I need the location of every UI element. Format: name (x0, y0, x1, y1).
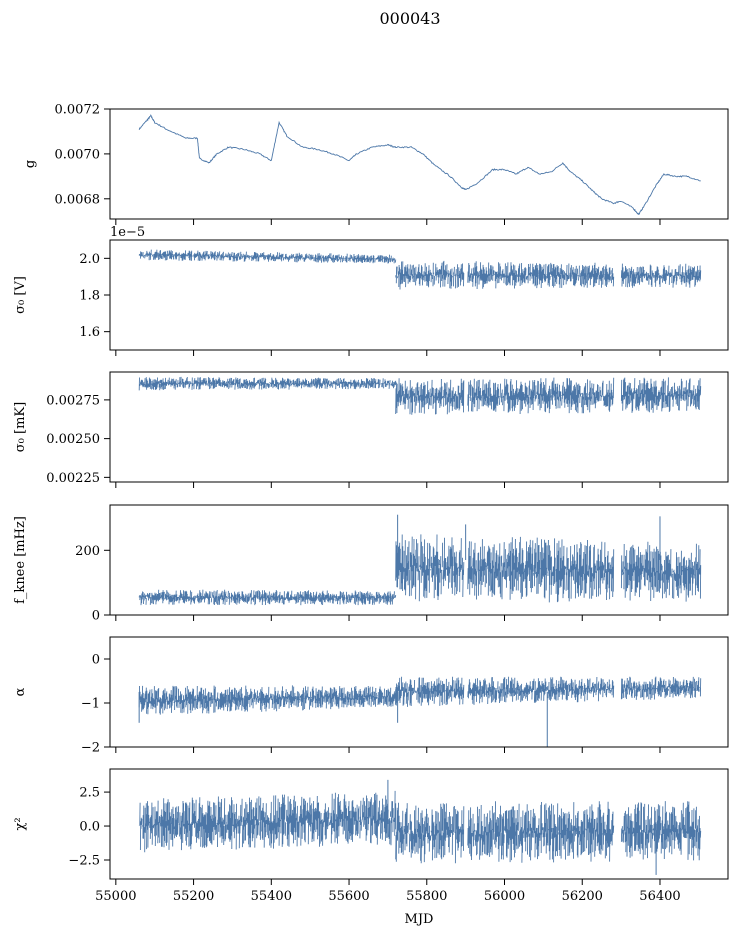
x-tick-label: 55000 (95, 889, 136, 904)
y-axis-label: α (13, 687, 28, 696)
plot-frame (109, 108, 729, 220)
series-band-2 (395, 801, 702, 864)
y-tick-label: 0.00250 (46, 432, 100, 447)
panel-1: 0.0068 0.0070 0.0072 g (23, 103, 729, 225)
x-tick-label: 55200 (173, 889, 214, 904)
y-axis-label: σ₀ [mK] (13, 402, 28, 452)
y-tick-label: 1.8 (79, 289, 100, 304)
y-tick-label: 0.00225 (46, 471, 100, 486)
y-axis-label: g (23, 160, 38, 168)
series-band-1 (138, 685, 397, 715)
y-axis-label: χ² (13, 817, 28, 830)
panel-5: −2 −1 0 α (13, 636, 729, 756)
series-band-2 (395, 534, 702, 603)
y-axis-label: σ₀ [V] (13, 276, 28, 314)
x-axis-label: MJD (405, 912, 434, 927)
y-tick-label: 1.6 (79, 325, 100, 340)
series-band-2 (395, 377, 702, 415)
plot-frame (109, 636, 729, 748)
x-tick-label: 56200 (562, 889, 603, 904)
panel-3: 0.00225 0.00250 0.00275 σ₀ [mK] (13, 371, 729, 488)
plot-frame (109, 239, 729, 351)
panel-4: 0 200 f_knee [mHz] (13, 504, 729, 624)
x-tick-label: 56400 (639, 889, 680, 904)
y-tick-label: 0.0072 (55, 103, 101, 118)
series-band-2 (395, 676, 702, 707)
series-band-2 (395, 260, 702, 290)
y-tick-label: 0.0068 (55, 192, 101, 207)
y-tick-label: 0.00275 (46, 393, 100, 408)
plot-frame (109, 371, 729, 483)
series-band-1 (138, 249, 397, 264)
series-line (138, 114, 701, 215)
y-tick-label: −2 (81, 741, 100, 756)
y-tick-label: 2.5 (79, 786, 100, 801)
y-tick-label: 0 (92, 609, 100, 624)
x-tick-label: 56000 (484, 889, 525, 904)
y-tick-label: 2.0 (79, 252, 100, 267)
y-tick-label: 0 (92, 653, 100, 668)
x-tick-label: 55600 (328, 889, 369, 904)
x-tick-label: 55400 (251, 889, 292, 904)
y-tick-label: −1 (81, 697, 100, 712)
y-tick-label: 0.0070 (55, 147, 101, 162)
plot-frame (109, 768, 729, 880)
panel-2: 1.6 1.8 2.0 σ₀ [V] 1e−5 (13, 225, 729, 356)
y-tick-label: −2.5 (68, 853, 100, 868)
y-tick-label: 200 (75, 544, 100, 559)
x-tick-label: 55800 (406, 889, 447, 904)
figure-title: 000043 (379, 9, 440, 28)
plot-frame (109, 504, 729, 616)
y-axis-label: f_knee [mHz] (13, 516, 28, 604)
series-band-1 (138, 589, 397, 606)
panel-6: −2.5 0.0 2.5 55000 55200 55400 55600 55800 56000… (13, 768, 729, 904)
y-tick-label: 0.0 (79, 820, 100, 835)
series-band-1 (138, 790, 397, 853)
series-band-1 (138, 376, 397, 391)
y-offset-label: 1e−5 (110, 225, 145, 240)
